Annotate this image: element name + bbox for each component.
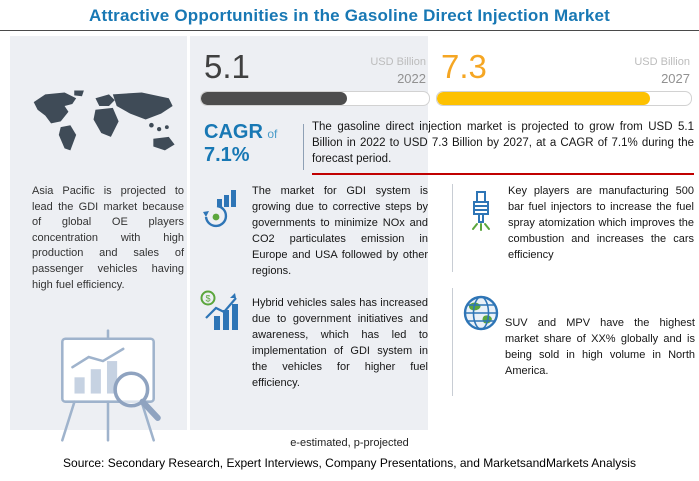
chart-easel-magnifier-icon bbox=[42, 326, 174, 454]
market-value-2022: 5.1 bbox=[204, 48, 250, 85]
insight-text-emissions: The market for GDI system is growing due… bbox=[252, 185, 428, 277]
unit-label-2022: USD Billion bbox=[370, 56, 426, 68]
progress-bar-2027 bbox=[436, 91, 692, 106]
cagr-label: CAGR bbox=[204, 121, 263, 143]
emissions-reduction-icon bbox=[198, 186, 244, 237]
region-highlight-text: Asia Pacific is projected to lead the GD… bbox=[32, 185, 184, 291]
progress-bar-2022-fill bbox=[201, 92, 347, 105]
market-summary-text: The gasoline direct injection market is … bbox=[312, 121, 694, 166]
progress-bar-2022 bbox=[200, 91, 430, 106]
fuel-injector-icon bbox=[458, 188, 504, 239]
globe-icon bbox=[458, 290, 504, 341]
insight-text-injectors: Key players are manufacturing 500 bar fu… bbox=[508, 185, 694, 261]
cagr-summary-divider bbox=[303, 124, 304, 170]
progress-bar-2027-fill bbox=[437, 92, 651, 105]
cagr-block: CAGR of 7.1% bbox=[204, 121, 277, 167]
estimation-note: e-estimated, p-projected bbox=[290, 437, 409, 449]
year-label-2022: 2022 bbox=[397, 71, 426, 87]
summary-red-underline bbox=[312, 173, 694, 175]
cagr-value: 7.1% bbox=[204, 144, 250, 166]
market-unit-2022: USD Billion 2022 bbox=[300, 56, 426, 86]
year-label-2027: 2027 bbox=[661, 71, 690, 87]
page-title: Attractive Opportunities in the Gasoline… bbox=[88, 6, 610, 25]
quadrant-divider-top bbox=[452, 184, 453, 272]
cagr-of-label: of bbox=[267, 127, 278, 141]
growth-chart-icon: $ bbox=[198, 288, 244, 339]
world-map-icon bbox=[26, 88, 190, 176]
quadrant-divider-bottom bbox=[452, 288, 453, 396]
insight-text-suv-mpv: SUV and MPV have the highest market shar… bbox=[505, 317, 695, 377]
region-highlight-panel: Asia Pacific is projected to lead the GD… bbox=[10, 36, 190, 442]
source-line: Source: Secondary Research, Expert Inter… bbox=[63, 456, 636, 470]
insight-text-hybrid: Hybrid vehicles sales has increased due … bbox=[252, 297, 428, 389]
title-divider bbox=[0, 30, 699, 31]
unit-label-2027: USD Billion bbox=[634, 56, 690, 68]
market-value-2027: 7.3 bbox=[441, 48, 487, 85]
market-unit-2027: USD Billion 2027 bbox=[560, 56, 690, 86]
dollar-glyph: $ bbox=[205, 294, 210, 304]
